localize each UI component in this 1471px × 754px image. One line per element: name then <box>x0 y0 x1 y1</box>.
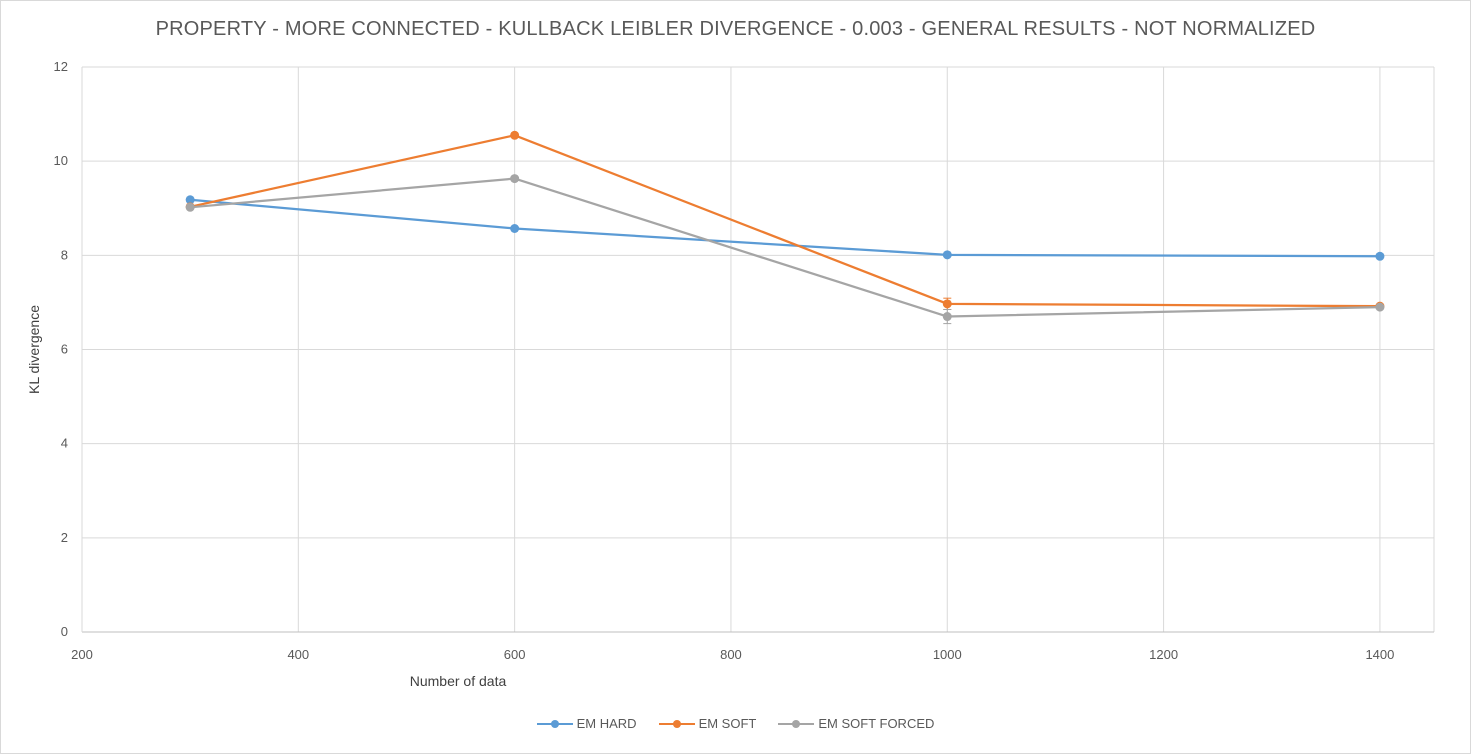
y-tick-label: 2 <box>61 530 68 545</box>
x-tick-label: 1200 <box>1149 647 1178 662</box>
legend-item: EM SOFT <box>658 716 757 731</box>
data-point <box>942 299 952 309</box>
legend-swatch <box>658 718 695 730</box>
data-point <box>510 174 520 184</box>
legend-swatch-marker <box>672 719 681 728</box>
legend-swatch-marker <box>792 719 801 728</box>
y-tick-label: 8 <box>61 247 68 262</box>
legend-swatch <box>536 718 573 730</box>
data-point <box>510 130 520 140</box>
legend-label: EM HARD <box>576 716 637 731</box>
y-tick-label: 10 <box>54 153 68 168</box>
legend-label: EM SOFT FORCED <box>818 716 935 731</box>
series-line-3 <box>190 177 1380 318</box>
x-tick-label: 600 <box>504 647 526 662</box>
data-point <box>1375 251 1385 261</box>
series-line-2 <box>189 134 1380 308</box>
data-point <box>942 250 952 260</box>
legend-swatch-marker <box>550 719 559 728</box>
legend-label: EM SOFT <box>698 716 757 731</box>
y-axis-title: KL divergence <box>26 305 42 394</box>
data-point <box>942 312 952 322</box>
legend-item: EM HARD <box>536 716 637 731</box>
data-point <box>1375 302 1385 312</box>
x-tick-label: 200 <box>71 647 93 662</box>
legend: EM HARD EM SOFT EM SOFT FORCED <box>0 716 1471 731</box>
chart-title: PROPERTY - MORE CONNECTED - KULLBACK LEI… <box>155 18 1316 40</box>
x-axis-title: Number of data <box>410 673 507 689</box>
x-tick-label: 1400 <box>1365 647 1394 662</box>
y-tick-label: 0 <box>61 624 68 639</box>
legend-item: EM SOFT FORCED <box>778 716 934 731</box>
data-point <box>185 195 195 205</box>
data-point <box>185 202 195 212</box>
series-line-1 <box>190 198 1380 258</box>
x-tick-label: 800 <box>720 647 742 662</box>
x-tick-label: 400 <box>287 647 309 662</box>
x-tick-label: 1000 <box>933 647 962 662</box>
y-tick-label: 4 <box>61 436 68 451</box>
data-point <box>510 223 520 233</box>
y-tick-label: 12 <box>54 59 68 74</box>
y-tick-label: 6 <box>61 342 68 357</box>
legend-swatch <box>778 718 815 730</box>
